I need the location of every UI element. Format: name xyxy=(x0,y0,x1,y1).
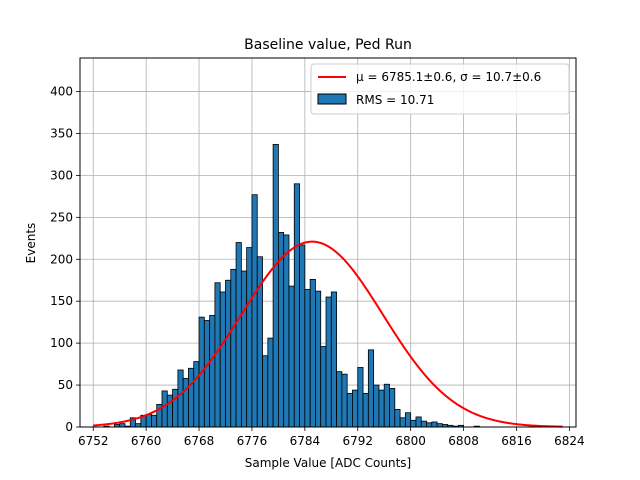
legend-box xyxy=(310,63,570,115)
histogram-bar-58 xyxy=(399,417,406,428)
histogram-bar-61 xyxy=(415,416,422,428)
histogram-bar-27 xyxy=(235,242,242,428)
histogram-bar-54 xyxy=(378,389,385,428)
histogram-bar-34 xyxy=(272,143,279,428)
chart-title: Baseline value, Ped Run xyxy=(244,37,412,53)
x-tick-label-3: 6776 xyxy=(237,434,268,448)
y-tick-label-5: 250 xyxy=(50,210,73,224)
y-tick-label-8: 400 xyxy=(50,85,73,99)
y-axis-label: Events xyxy=(24,223,38,264)
histogram-bar-45 xyxy=(330,291,337,428)
histogram-bar-41 xyxy=(309,278,316,428)
x-tick-label-6: 6800 xyxy=(395,434,426,448)
legend: μ = 6785.1±0.6, σ = 10.7±0.6 RMS = 10.71 xyxy=(310,63,570,115)
histogram-bar-19 xyxy=(193,361,200,428)
legend-histogram-swatch xyxy=(317,93,347,105)
histogram-bar-59 xyxy=(404,412,412,428)
histogram-bar-11 xyxy=(151,414,158,428)
histogram-bar-60 xyxy=(410,419,417,428)
histogram-bar-37 xyxy=(288,285,295,428)
histogram-bar-17 xyxy=(182,377,189,428)
histogram-bar-57 xyxy=(394,408,401,428)
histogram-bar-48 xyxy=(346,393,353,428)
histogram-bar-39 xyxy=(299,244,306,428)
histogram-bar-44 xyxy=(325,296,332,428)
histogram-bar-36 xyxy=(283,234,290,428)
histogram-bar-63 xyxy=(426,422,433,428)
x-tick-label-8: 6816 xyxy=(501,434,532,448)
histogram-bar-15 xyxy=(172,388,179,428)
histogram-bar-26 xyxy=(230,268,237,428)
histogram-bar-25 xyxy=(225,279,232,428)
x-tick-label-7: 6808 xyxy=(448,434,479,448)
histogram-bar-29 xyxy=(246,247,253,428)
histogram-bar-51 xyxy=(362,393,369,428)
y-tick-label-3: 150 xyxy=(50,294,73,308)
gaussian-fit-curve xyxy=(93,240,563,428)
histogram-bar-30 xyxy=(251,194,258,428)
histogram-bar-10 xyxy=(145,414,152,428)
histogram-bar-32 xyxy=(262,355,269,428)
histogram-bar-46 xyxy=(336,371,343,428)
histogram-bar-21 xyxy=(203,320,211,428)
y-tick-label-7: 350 xyxy=(50,126,73,140)
histogram-bar-42 xyxy=(315,290,322,428)
histogram-bar-47 xyxy=(341,373,348,428)
x-axis-ticks: 6752 6760 6768 6776 6784 6792 6800 6808 6816 6824 xyxy=(78,427,585,448)
histogram-bar-28 xyxy=(240,270,248,428)
histogram-bar-50 xyxy=(357,367,364,428)
histogram-bar-49 xyxy=(352,389,359,428)
legend-fit-label: μ = 6785.1±0.6, σ = 10.7±0.6 xyxy=(356,70,541,84)
y-tick-label-2: 100 xyxy=(50,336,73,350)
histogram-bar-18 xyxy=(188,367,195,428)
x-axis-label: Sample Value [ADC Counts] xyxy=(245,456,411,470)
histogram-bar-5 xyxy=(119,423,126,428)
histogram-bar-38 xyxy=(293,183,300,428)
histogram-bar-8 xyxy=(135,423,142,428)
y-tick-label-4: 200 xyxy=(50,252,73,266)
y-tick-label-6: 300 xyxy=(50,168,73,182)
histogram-bar-65 xyxy=(436,423,443,428)
x-tick-label-5: 6792 xyxy=(342,434,373,448)
plot-frame xyxy=(79,57,577,428)
histogram-bar-52 xyxy=(367,349,375,428)
histogram-bar-33 xyxy=(267,337,274,428)
histogram-bar-53 xyxy=(373,384,380,428)
histogram-bar-43 xyxy=(320,346,327,428)
histogram-bar-13 xyxy=(161,390,168,428)
y-tick-label-1: 50 xyxy=(58,378,73,392)
histogram-bar-56 xyxy=(389,388,396,428)
histogram-bar-64 xyxy=(431,421,438,428)
histogram-bars xyxy=(103,143,480,428)
histogram-bar-55 xyxy=(383,383,390,428)
histogram-bar-16 xyxy=(177,369,184,428)
y-axis-ticks: 0 50 100 150 200 250 300 350 400 xyxy=(50,85,80,434)
histogram-bar-22 xyxy=(209,315,216,428)
x-tick-label-4: 6784 xyxy=(290,434,321,448)
x-tick-label-9: 6824 xyxy=(554,434,585,448)
x-tick-label-2: 6768 xyxy=(184,434,215,448)
x-tick-label-1: 6760 xyxy=(131,434,162,448)
histogram-bar-24 xyxy=(219,291,226,428)
x-tick-label-0: 6752 xyxy=(78,434,109,448)
histogram-bar-62 xyxy=(420,420,427,428)
histogram-bar-40 xyxy=(304,289,311,428)
y-tick-label-0: 0 xyxy=(65,420,73,434)
legend-rms-label: RMS = 10.71 xyxy=(356,93,434,107)
